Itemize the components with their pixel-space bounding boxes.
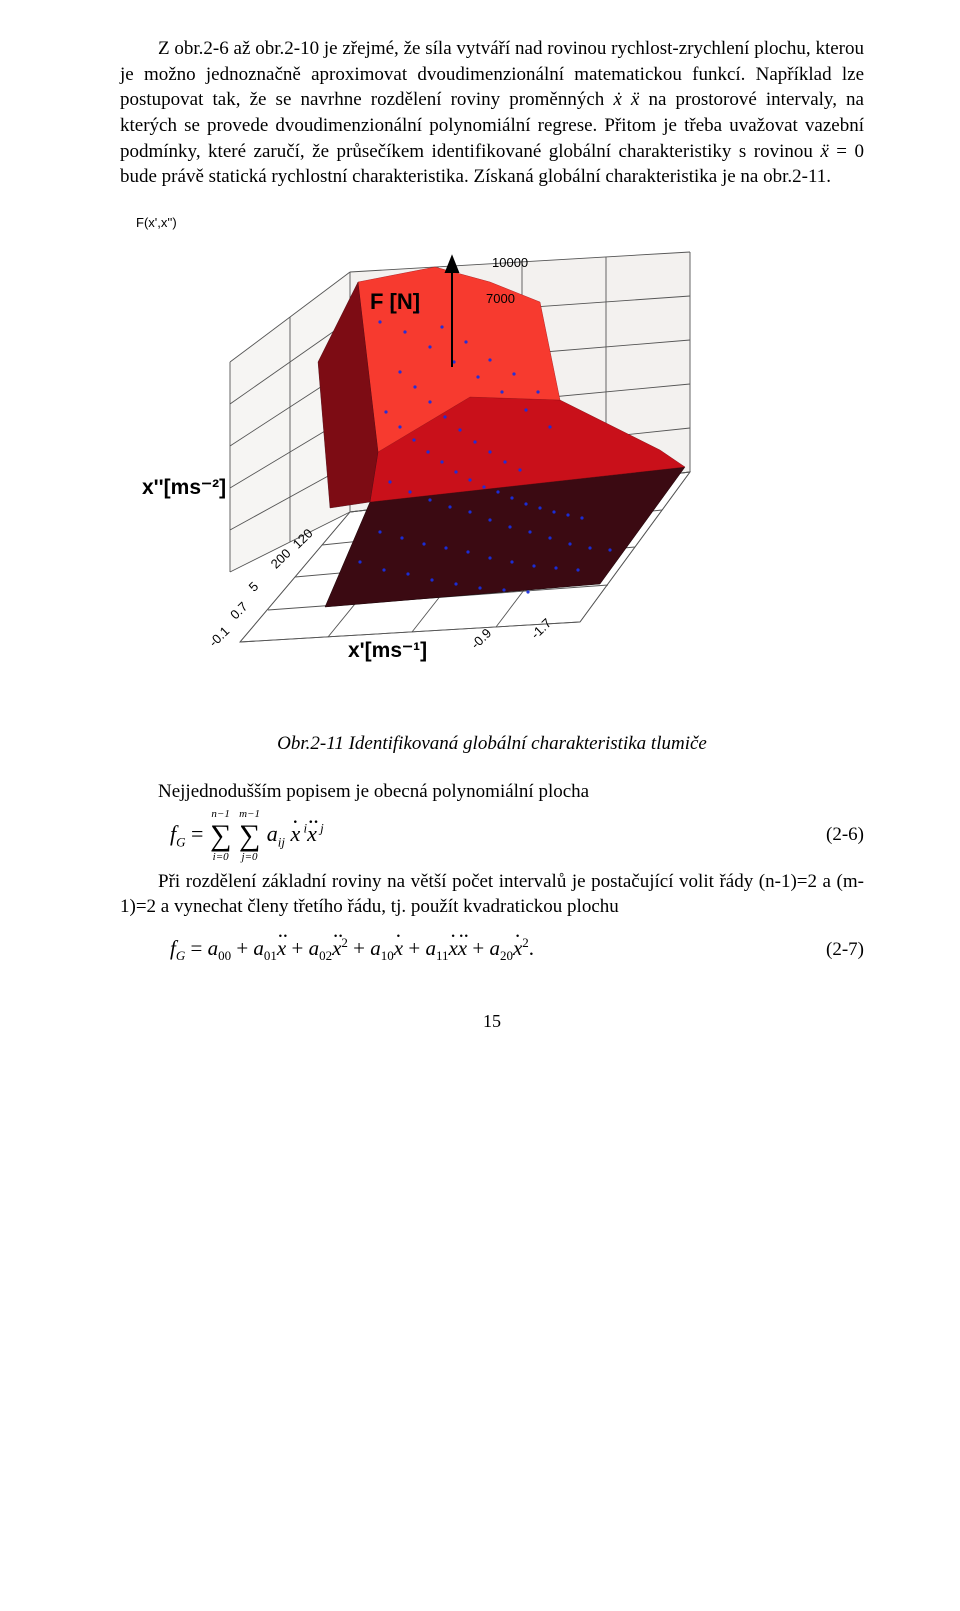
paragraph-1: Z obr.2-6 až obr.2-10 je zřejmé, že síla…: [120, 36, 864, 190]
equation-2-6: fG = n−1∑i=0 m−1∑j=0 aij x ix j: [170, 821, 324, 846]
z-tick-1: 7000: [486, 290, 515, 308]
y-axis-label: x''[ms⁻²]: [142, 474, 226, 502]
equation-2-7: fG = a00 + a01x + a02x2 + a10x + a11xx +…: [170, 936, 534, 960]
x-axis-label: x'[ms⁻¹]: [348, 637, 427, 665]
para2-text: Nejjednodušším popisem je obecná polynom…: [158, 781, 589, 802]
equation-2-7-row: fG = a00 + a01x + a02x2 + a10x + a11xx +…: [120, 934, 864, 965]
para3-text: Při rozdělení základní roviny na větší p…: [120, 871, 864, 918]
z-axis-label: F [N]: [370, 287, 420, 317]
z-tick-0: 10000: [492, 254, 528, 272]
page-number: 15: [120, 1009, 864, 1033]
para1-text-c: bude právě statická rychlostní charakter…: [120, 166, 831, 187]
paragraph-2: Nejjednodušším popisem je obecná polynom…: [120, 779, 864, 805]
equation-2-6-row: fG = n−1∑i=0 m−1∑j=0 aij x ix j (2-6): [120, 819, 864, 851]
equation-2-6-number: (2-6): [814, 822, 864, 848]
figure-corner-label: F(x',x''): [136, 214, 177, 232]
paragraph-3: Při rozdělení základní roviny na větší p…: [120, 869, 864, 920]
surface-plot-svg: [130, 212, 770, 692]
equation-2-7-number: (2-7): [814, 937, 864, 963]
figure-caption: Obr.2-11 Identifikovaná globální charakt…: [120, 731, 864, 757]
inline-math-xddot-eq-0: ẍ = 0: [820, 141, 864, 162]
figure-2-11: F(x',x''): [120, 212, 864, 700]
inline-math-xdot-xddot: ẋ ẍ: [613, 89, 639, 110]
